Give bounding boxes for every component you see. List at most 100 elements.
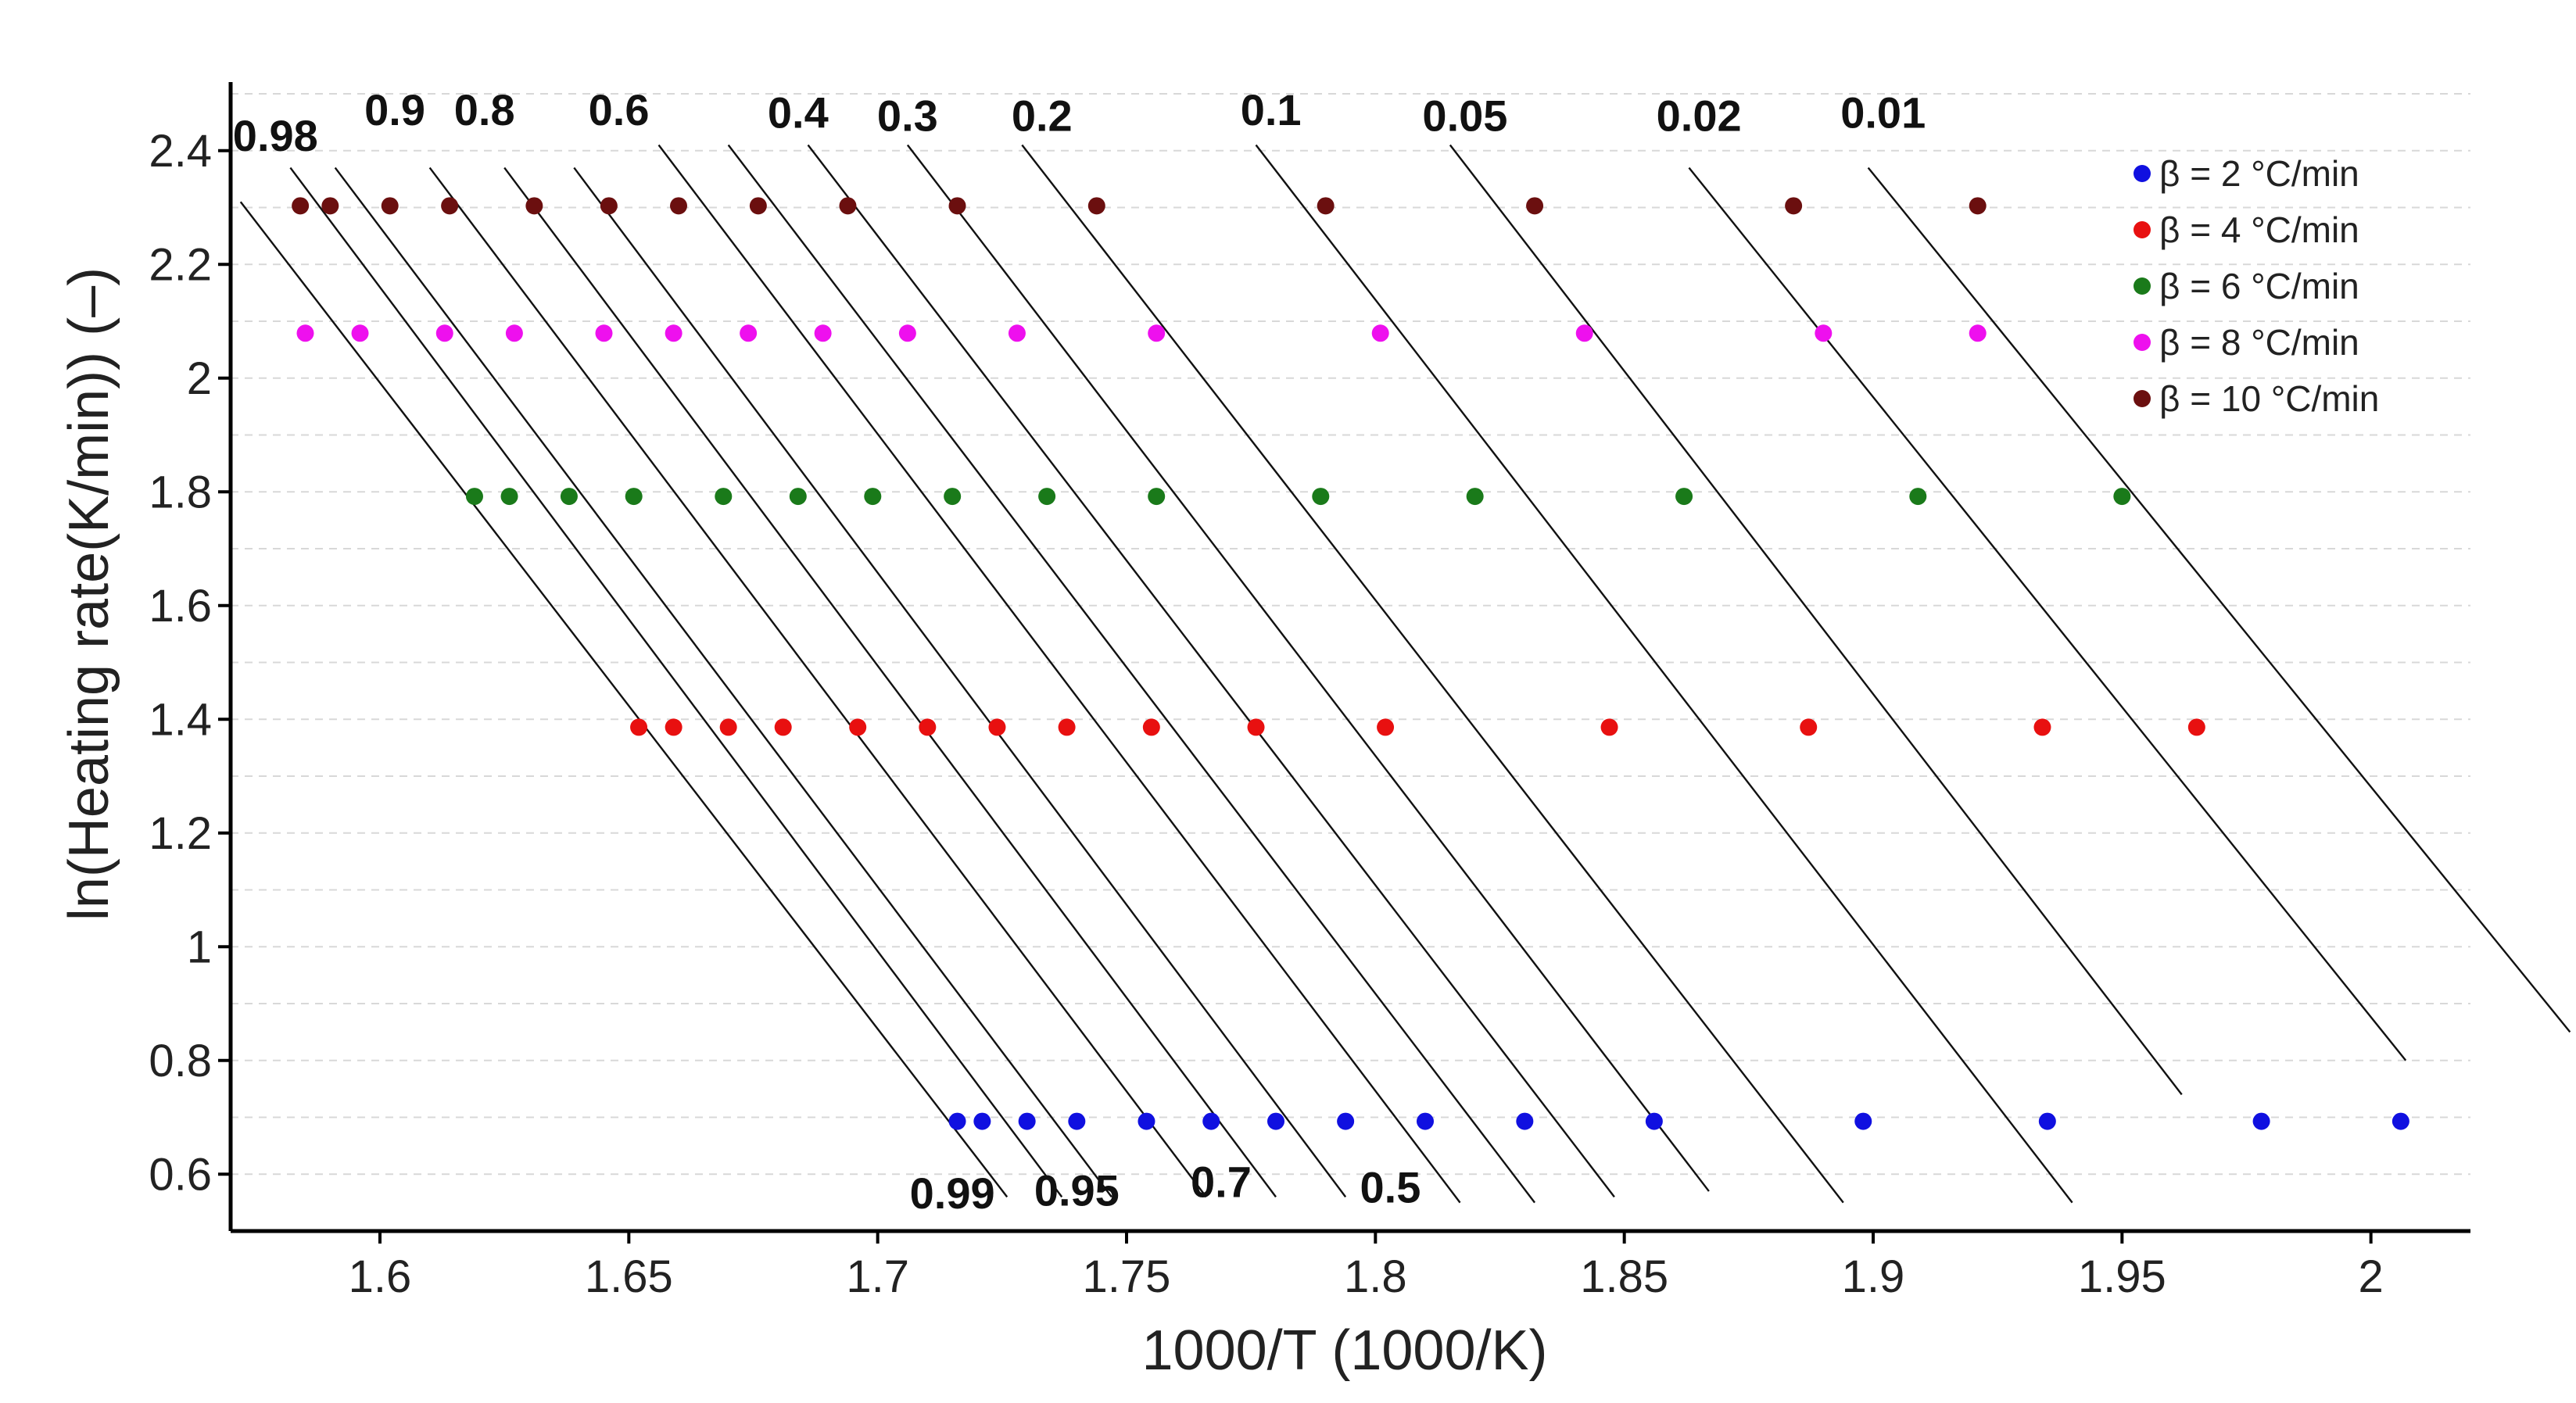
data-point — [1466, 488, 1484, 506]
data-point — [1337, 1112, 1355, 1130]
y-tick-label: 2.2 — [149, 239, 212, 290]
data-point — [381, 197, 399, 215]
conversion-label: 0.95 — [1034, 1165, 1120, 1215]
data-point — [2391, 1112, 2409, 1130]
x-tick-label: 1.85 — [1580, 1251, 1668, 1302]
y-tick-label: 1 — [187, 922, 212, 972]
data-point — [465, 488, 483, 506]
data-point — [2113, 488, 2131, 506]
data-point — [1516, 1112, 1534, 1130]
data-point — [2038, 1112, 2056, 1130]
data-point — [1202, 1112, 1220, 1130]
data-point — [600, 197, 618, 215]
data-point — [665, 718, 683, 736]
fit-line-0-1 — [1255, 144, 2073, 1204]
data-point — [864, 488, 882, 506]
data-point — [560, 488, 578, 506]
data-point — [789, 488, 807, 506]
data-point — [1785, 197, 1803, 215]
legend-label: β = 6 °C/min — [2159, 266, 2359, 306]
y-tick-label: 1.6 — [149, 581, 212, 632]
y-tick-label: 0.6 — [149, 1149, 212, 1200]
data-point — [435, 324, 453, 342]
conversion-label: 0.9 — [364, 85, 425, 134]
data-point — [1417, 1112, 1434, 1130]
y-tick-label: 1.8 — [149, 467, 212, 517]
x-tick-label: 1.9 — [1842, 1251, 1905, 1302]
legend-marker — [2134, 165, 2151, 182]
conversion-label: 0.01 — [1840, 88, 1926, 138]
fit-line-0-05 — [1449, 144, 2183, 1096]
data-point — [719, 718, 737, 736]
fit-line-0-5 — [727, 144, 1536, 1204]
conversion-label: 0.98 — [233, 111, 318, 160]
data-point — [1909, 488, 1927, 506]
legend: β = 2 °C/min β = 4 °C/min β = 6 °C/min β = … — [2134, 153, 2379, 419]
data-point — [1854, 1112, 1872, 1130]
legend-marker — [2134, 277, 2151, 295]
conversion-label: 0.7 — [1191, 1157, 1252, 1206]
data-point — [919, 718, 937, 736]
data-point — [296, 324, 314, 342]
fit-line-0-8 — [503, 166, 1277, 1198]
y-tick-label: 1.4 — [149, 694, 212, 745]
data-point — [988, 718, 1006, 736]
data-point — [1068, 1112, 1086, 1130]
data-point — [2252, 1112, 2270, 1130]
data-point — [665, 324, 683, 342]
data-point — [740, 324, 758, 342]
fit-line-0-7 — [573, 166, 1347, 1198]
data-point — [898, 324, 916, 342]
data-point — [749, 197, 767, 215]
fit-line-0-4 — [807, 144, 1615, 1198]
x-tick-label: 1.8 — [1344, 1251, 1407, 1302]
fit-line-0-01 — [1867, 166, 2571, 1033]
grid-layer — [231, 93, 2470, 1176]
fit-line-0-2 — [1021, 144, 1844, 1204]
legend-marker — [2134, 390, 2151, 407]
data-point — [1247, 718, 1265, 736]
x-tick-label: 2 — [2359, 1251, 2384, 1302]
y-tick-label: 0.8 — [149, 1036, 212, 1086]
data-point — [1371, 324, 1389, 342]
data-point — [1058, 718, 1076, 736]
data-point — [1526, 197, 1544, 215]
fit-line-0-95 — [334, 166, 1112, 1198]
data-point — [505, 324, 523, 342]
fit-line-0-02 — [1688, 166, 2407, 1061]
data-point — [774, 718, 792, 736]
data-point — [1317, 197, 1335, 215]
data-point — [715, 488, 733, 506]
y-axis-title: ln(Heating rate(K/min)) (–) — [58, 267, 120, 921]
conversion-label: 0.02 — [1657, 91, 1742, 140]
conversion-label: 0.2 — [1012, 91, 1073, 140]
data-points-layer — [292, 197, 2409, 1130]
fit-line-0-98 — [289, 166, 1063, 1198]
data-point — [839, 197, 857, 215]
data-point — [1600, 718, 1618, 736]
data-point — [595, 324, 613, 342]
data-point — [1675, 488, 1693, 506]
legend-marker — [2134, 334, 2151, 351]
data-point — [1969, 197, 1987, 215]
data-point — [2033, 718, 2051, 736]
data-point — [1148, 488, 1166, 506]
data-point — [944, 488, 962, 506]
conversion-label: 0.05 — [1422, 91, 1507, 140]
data-point — [351, 324, 369, 342]
x-tick-label: 1.75 — [1083, 1251, 1171, 1302]
data-point — [948, 197, 966, 215]
legend-label: β = 10 °C/min — [2159, 378, 2379, 419]
x-tick-label: 1.7 — [846, 1251, 909, 1302]
conversion-label: 0.6 — [589, 85, 650, 134]
fit-line-0-9 — [428, 166, 1207, 1198]
conversion-label: 0.5 — [1360, 1163, 1421, 1212]
data-point — [1018, 1112, 1036, 1130]
y-tick-label: 2 — [187, 353, 212, 404]
conversion-label: 0.99 — [910, 1169, 995, 1218]
data-point — [1969, 324, 1987, 342]
x-tick-label: 1.6 — [349, 1251, 412, 1302]
fit-line-0-6 — [657, 144, 1461, 1204]
data-point — [1008, 324, 1026, 342]
